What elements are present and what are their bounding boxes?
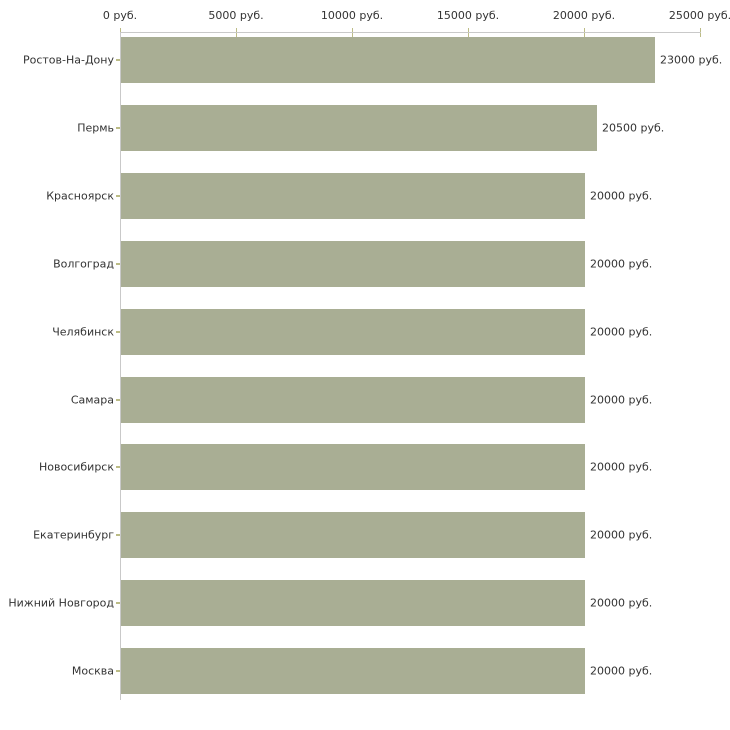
- bar: [121, 104, 597, 151]
- x-axis-tick-label: 0 руб.: [102, 9, 138, 22]
- bar-value-label: 20000 руб.: [590, 393, 653, 406]
- x-axis-line: [120, 32, 701, 33]
- category-tick-mark: [116, 398, 120, 401]
- bar-value-label: 20000 руб.: [590, 325, 653, 339]
- bar: [121, 37, 655, 83]
- bar-value-label: 20000 руб.: [590, 257, 653, 271]
- y-axis-line: [120, 32, 121, 700]
- category-tick-mark: [116, 670, 120, 673]
- category-label: Новосибирск: [38, 460, 114, 474]
- bar-value-label: 20000 руб.: [590, 460, 653, 474]
- bar: [121, 444, 585, 491]
- category-label: Пермь: [77, 121, 114, 135]
- bar: [121, 648, 585, 695]
- bar: [121, 172, 585, 219]
- category-label: Волгоград: [53, 257, 114, 271]
- x-axis-tick-label: 15000 руб.: [436, 9, 500, 22]
- bar-value-label: 20500 руб.: [602, 121, 665, 135]
- bar: [121, 308, 585, 355]
- category-tick-mark: [116, 330, 120, 333]
- x-axis-tick-label: 10000 руб.: [320, 9, 384, 22]
- category-tick-mark: [116, 262, 120, 265]
- category-tick-mark: [116, 194, 120, 197]
- category-label: Красноярск: [46, 189, 114, 203]
- category-tick-mark: [116, 602, 120, 605]
- category-tick-mark: [116, 466, 120, 469]
- bar-value-label: 20000 руб.: [590, 528, 653, 542]
- category-tick-mark: [116, 126, 120, 129]
- x-axis-tick-label: 20000 руб.: [552, 9, 616, 22]
- bar: [121, 512, 585, 559]
- bar-value-label: 23000 руб.: [660, 53, 723, 67]
- x-axis-tick-label: 25000 руб.: [668, 9, 730, 22]
- category-tick-mark: [116, 59, 120, 61]
- bar: [121, 580, 585, 627]
- bar: [121, 240, 585, 287]
- category-label: Нижний Новгород: [8, 596, 114, 610]
- bar-value-label: 20000 руб.: [590, 596, 653, 610]
- bar: [121, 376, 585, 423]
- bar-value-label: 20000 руб.: [590, 189, 653, 203]
- bar-value-label: 20000 руб.: [590, 664, 653, 678]
- category-label: Ростов-На-Дону: [22, 53, 114, 67]
- x-axis-tick-label: 5000 руб.: [208, 9, 264, 22]
- category-tick-mark: [116, 534, 120, 537]
- category-label: Самара: [70, 393, 114, 406]
- category-label: Екатеринбург: [33, 528, 114, 542]
- category-label: Москва: [71, 664, 114, 678]
- category-label: Челябинск: [52, 325, 114, 339]
